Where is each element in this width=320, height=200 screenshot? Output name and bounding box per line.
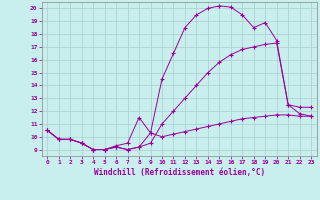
- X-axis label: Windchill (Refroidissement éolien,°C): Windchill (Refroidissement éolien,°C): [94, 168, 265, 177]
